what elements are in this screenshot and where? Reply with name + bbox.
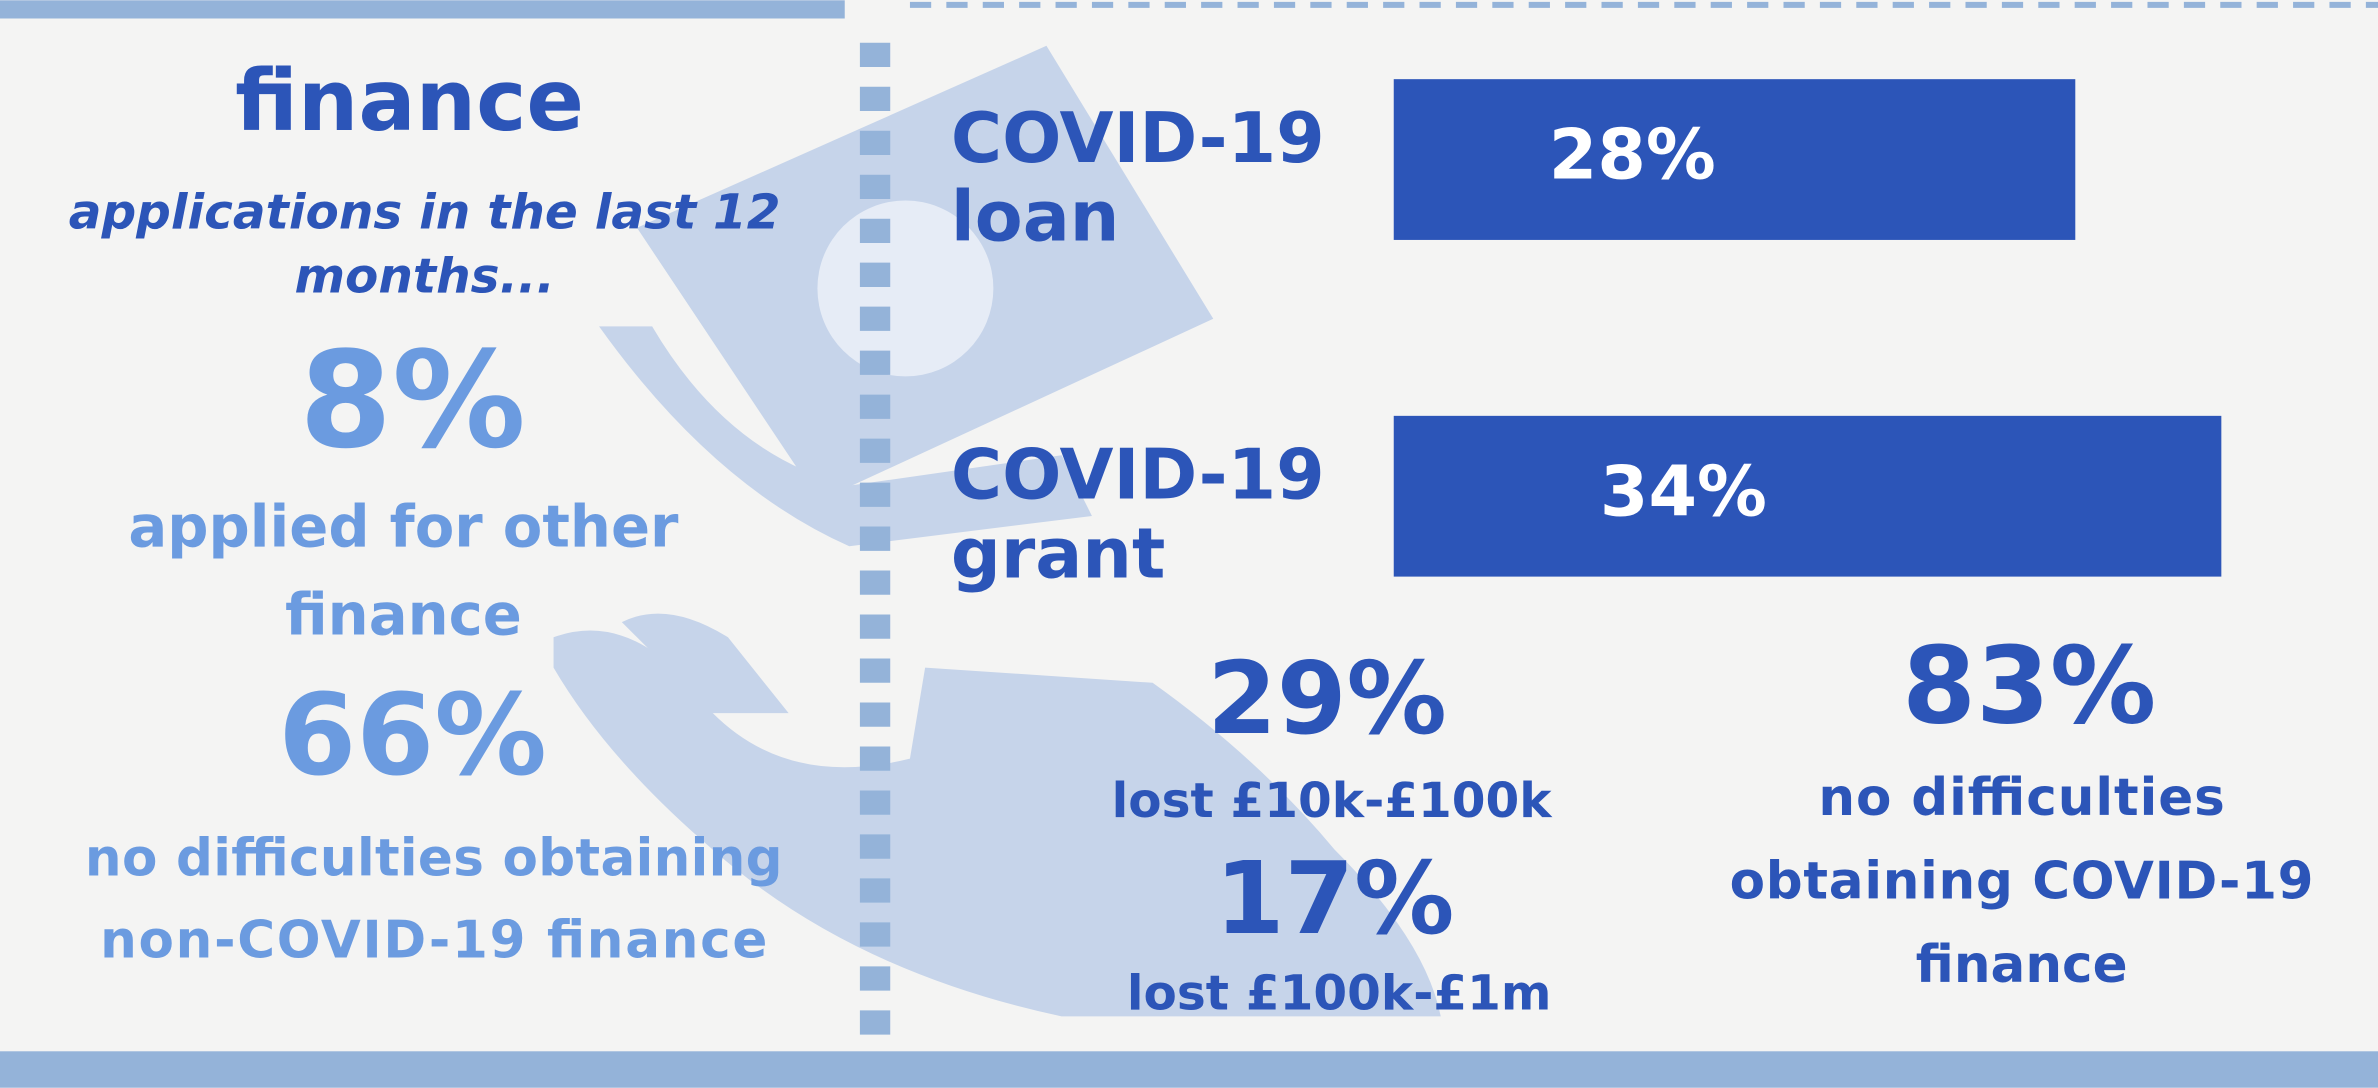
stat-value: 17% xyxy=(1215,840,1455,957)
hand-money-icon xyxy=(553,45,1441,1017)
bar-label: COVID-19 xyxy=(951,435,1325,516)
subtitle: months... xyxy=(294,248,554,304)
stat-caption: obtaining COVID-19 xyxy=(1730,851,2314,911)
bar-label: grant xyxy=(951,513,1165,594)
bar-value-label: 34% xyxy=(1600,451,1767,532)
stat-caption: finance xyxy=(285,582,522,649)
bar-label: loan xyxy=(951,177,1120,258)
stat-caption: lost £10k-£100k xyxy=(1112,773,1554,829)
stat-caption: lost £100k-£1m xyxy=(1127,966,1552,1022)
stat-value: 66% xyxy=(278,671,547,801)
subtitle: applications in the last 12 xyxy=(69,185,781,241)
top-strip xyxy=(0,0,845,19)
stat-value: 8% xyxy=(299,323,526,478)
bar xyxy=(1393,415,2222,577)
stat-value: 29% xyxy=(1207,640,1447,757)
heading: finance xyxy=(235,52,584,151)
stat-caption: finance xyxy=(1916,935,2128,995)
bar-value-label: 28% xyxy=(1549,115,1716,196)
stat-caption: non-COVID-19 finance xyxy=(100,911,767,971)
stat-caption: applied for other xyxy=(128,494,679,561)
stat-caption: no difficulties xyxy=(1818,768,2224,828)
stat-caption: no difficulties obtaining xyxy=(85,829,783,889)
bottom-band xyxy=(0,1051,2378,1088)
stat-value: 83% xyxy=(1902,625,2156,749)
bar xyxy=(1393,79,2076,240)
bar-label: COVID-19 xyxy=(951,98,1325,179)
